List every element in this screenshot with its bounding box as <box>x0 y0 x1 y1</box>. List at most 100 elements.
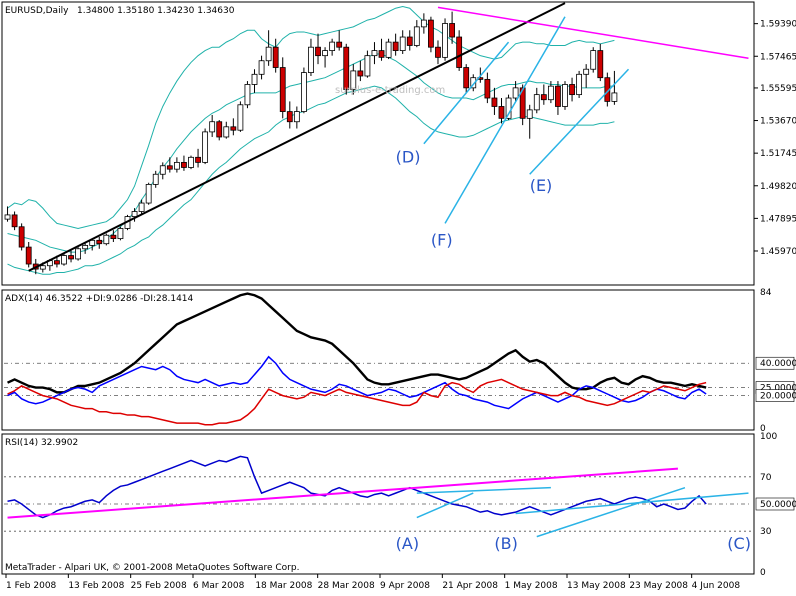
candle-bull <box>371 50 378 57</box>
candle-bull <box>61 255 67 265</box>
adx-level-badge <box>755 389 795 402</box>
candle-bear <box>435 46 441 58</box>
xtick-label: 9 Apr 2008 <box>380 581 430 591</box>
candle-bull <box>251 73 258 85</box>
xtick-label: 25 Feb 2008 <box>131 581 187 591</box>
candle-bear <box>181 161 187 168</box>
candle-bear <box>230 126 237 131</box>
price-ytick-label: 1.57465 <box>760 52 796 62</box>
candle-bear <box>272 46 279 68</box>
bollinger-lower-line <box>7 85 615 275</box>
rsi-series-line <box>7 455 707 519</box>
candle-bear <box>54 260 60 265</box>
candle-bull <box>533 94 540 111</box>
candle-bull <box>4 214 11 220</box>
rsi-segment-b1 <box>416 486 551 494</box>
xtick-label: 23 May 2008 <box>629 581 688 591</box>
price-ytick-label: 1.59390 <box>760 20 796 30</box>
candle-bull <box>470 77 477 89</box>
candle-bull <box>152 173 159 185</box>
rsi-ytick-label: 70 <box>760 473 772 483</box>
adx-level-badge <box>755 356 795 370</box>
xtick-label: 13 May 2008 <box>567 581 626 591</box>
price-ohlc-header: 1.34800 1.35180 1.34230 1.34630 <box>77 6 235 16</box>
time-axis: 1 Feb 2008 13 Feb 2008 25 Feb 2008 6 Mar 20… <box>5 574 740 591</box>
adx-ytick-label: 0 <box>760 424 766 434</box>
adx-ytick-label: 84 <box>760 288 772 298</box>
candle-bull <box>138 202 145 212</box>
candle-bull <box>547 85 554 101</box>
price-title: EURUSD,Daily <box>5 6 69 16</box>
candle-bear <box>491 97 498 107</box>
candle-bear <box>540 94 547 101</box>
candle-bear <box>286 111 293 123</box>
candle-bear <box>463 67 470 89</box>
candle-bull <box>364 55 371 77</box>
candle-bull <box>526 109 533 119</box>
xtick-label: 18 Mar 2008 <box>255 581 312 591</box>
candle-bull <box>308 46 314 74</box>
candle-bull <box>512 87 519 99</box>
candle-bull <box>420 19 427 28</box>
rsi-ytick-label: 100 <box>760 432 777 442</box>
price-ytick-label: 1.55595 <box>760 84 796 94</box>
adx-title: ADX(14) 46.3522 +DI:9.0286 -DI:28.1414 <box>5 294 194 304</box>
candle-bull <box>244 84 251 106</box>
xtick-label: 1 May 2008 <box>505 581 558 591</box>
candle-bull <box>209 121 216 133</box>
candle-bear <box>96 239 103 245</box>
candle-bull <box>75 248 81 260</box>
bollinger-upper-line <box>7 6 615 229</box>
candle-bull <box>385 41 392 58</box>
price-ytick-label: 1.45970 <box>760 247 796 257</box>
annotation-line-d <box>423 41 510 145</box>
candle-bull <box>442 23 448 58</box>
candle-bull <box>329 41 336 51</box>
candle-bear <box>25 246 32 265</box>
candle-bull <box>399 36 406 51</box>
rsi-ytick-label: 30 <box>760 527 772 537</box>
candle-bear <box>18 226 25 248</box>
annotation-line-f <box>444 16 566 224</box>
annotation-label: (E) <box>530 176 553 195</box>
candle-bull <box>322 50 328 57</box>
adx-panel-frame <box>1 289 755 431</box>
price-panel: 1.59390 1.57465 1.55595 1.53670 1.51745 1.498… <box>4 2 796 275</box>
xtick-label: 28 Mar 2008 <box>318 581 375 591</box>
candle-bull <box>562 84 568 107</box>
candle-bull <box>159 165 166 175</box>
annotation-label: (D) <box>396 147 421 166</box>
candle-bear <box>357 70 364 77</box>
candle-bear <box>378 50 385 58</box>
candle-bear <box>456 36 463 68</box>
annotation-label: (C) <box>727 534 751 553</box>
candle-bear <box>597 50 604 79</box>
candle-bear <box>343 46 350 90</box>
candle-bull <box>89 239 96 246</box>
candle-bull <box>173 161 180 170</box>
candle-bear <box>336 41 343 48</box>
candle-bull <box>188 156 194 168</box>
candle-bull <box>265 46 272 62</box>
candle-bear <box>166 165 173 170</box>
candle-bear <box>216 121 223 138</box>
candle-bull <box>39 265 46 270</box>
candle-bull <box>103 234 110 245</box>
adx-series-di <box>7 355 707 410</box>
candle-bear <box>484 78 491 99</box>
candle-bull <box>413 26 420 46</box>
candle-bear <box>195 156 201 163</box>
candle-bear <box>519 87 526 119</box>
candle-bull <box>117 228 124 240</box>
price-ytick-label: 1.49820 <box>760 182 796 192</box>
rsi-title: RSI(14) 32.9902 <box>5 438 78 448</box>
rsi-level-badge <box>755 497 795 511</box>
xtick-label: 1 Feb 2008 <box>6 581 57 591</box>
candle-bull <box>590 50 597 70</box>
adx-series-di <box>7 378 707 426</box>
candle-bear <box>68 255 74 260</box>
